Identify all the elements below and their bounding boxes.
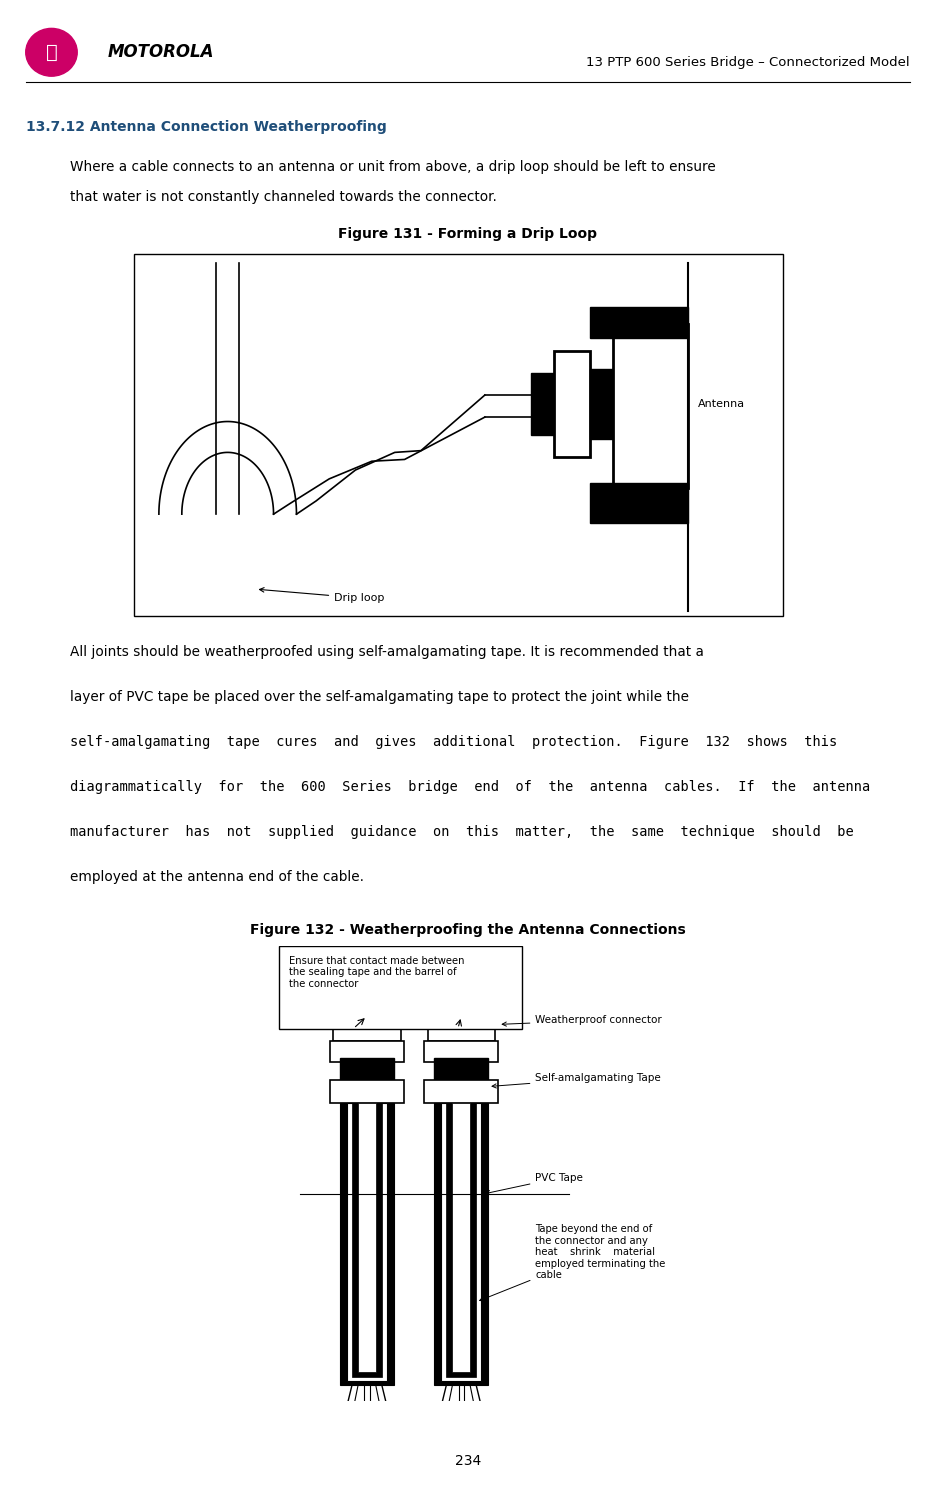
Bar <box>358 1103 375 1373</box>
Text: Tape beyond the end of
the connector and any
heat    shrink    material
employed: Tape beyond the end of the connector and… <box>479 1224 665 1301</box>
Text: Where a cable connects to an antenna or unit from above, a drip loop should be l: Where a cable connects to an antenna or … <box>70 160 716 173</box>
Text: Self-amalgamating Tape: Self-amalgamating Tape <box>492 1073 661 1088</box>
Bar <box>346 1103 388 1380</box>
Bar <box>329 1080 404 1103</box>
Text: PVC Tape: PVC Tape <box>486 1173 583 1195</box>
Bar <box>340 1058 394 1082</box>
Bar <box>613 324 688 487</box>
Ellipse shape <box>26 28 77 76</box>
Bar <box>590 483 688 523</box>
Bar <box>434 1058 489 1082</box>
Text: Figure 132 - Weatherproofing the Antenna Connections: Figure 132 - Weatherproofing the Antenna… <box>250 923 686 937</box>
Bar <box>446 1103 476 1376</box>
Bar <box>441 1103 481 1380</box>
Bar <box>329 1041 404 1062</box>
Text: diagrammatically  for  the  600  Series  bridge  end  of  the  antenna  cables. : diagrammatically for the 600 Series brid… <box>70 780 870 793</box>
Text: All joints should be weatherproofed using self-amalgamating tape. It is recommen: All joints should be weatherproofed usin… <box>70 645 704 659</box>
Text: Figure 131 - Forming a Drip Loop: Figure 131 - Forming a Drip Loop <box>339 227 597 241</box>
Text: Ⓜ: Ⓜ <box>46 43 57 61</box>
Text: self-amalgamating  tape  cures  and  gives  additional  protection.  Figure  132: self-amalgamating tape cures and gives a… <box>70 735 838 748</box>
Text: Antenna: Antenna <box>698 399 745 409</box>
Text: 234: 234 <box>455 1454 481 1469</box>
Bar <box>554 351 590 457</box>
Text: Drip loop: Drip loop <box>259 587 385 604</box>
Bar <box>424 1041 498 1062</box>
Text: 13 PTP 600 Series Bridge – Connectorized Model: 13 PTP 600 Series Bridge – Connectorized… <box>586 57 910 69</box>
Text: MOTOROLA: MOTOROLA <box>108 43 214 61</box>
Bar <box>428 967 495 995</box>
Bar <box>590 369 613 439</box>
Bar <box>333 1011 401 1041</box>
Text: Ensure that contact made between
the sealing tape and the barrel of
the connecto: Ensure that contact made between the sea… <box>289 956 465 989</box>
Bar <box>352 1103 382 1376</box>
Bar <box>452 1103 470 1373</box>
Text: Weatherproof connector: Weatherproof connector <box>503 1016 662 1026</box>
Bar <box>279 946 522 1028</box>
Text: that water is not constantly channeled towards the connector.: that water is not constantly channeled t… <box>70 190 497 203</box>
Bar <box>424 1080 498 1103</box>
Text: manufacturer  has  not  supplied  guidance  on  this  matter,  the  same  techni: manufacturer has not supplied guidance o… <box>70 825 854 838</box>
Bar <box>434 1103 489 1385</box>
Bar <box>590 306 688 338</box>
Bar <box>531 374 554 435</box>
Bar <box>333 967 401 995</box>
Text: employed at the antenna end of the cable.: employed at the antenna end of the cable… <box>70 870 364 883</box>
Bar <box>428 1011 495 1041</box>
Bar <box>340 992 394 1016</box>
Text: 13.7.12 Antenna Connection Weatherproofing: 13.7.12 Antenna Connection Weatherproofi… <box>26 120 387 133</box>
Text: layer of PVC tape be placed over the self-amalgamating tape to protect the joint: layer of PVC tape be placed over the sel… <box>70 690 689 704</box>
Bar <box>434 992 489 1016</box>
Bar <box>340 1103 394 1385</box>
